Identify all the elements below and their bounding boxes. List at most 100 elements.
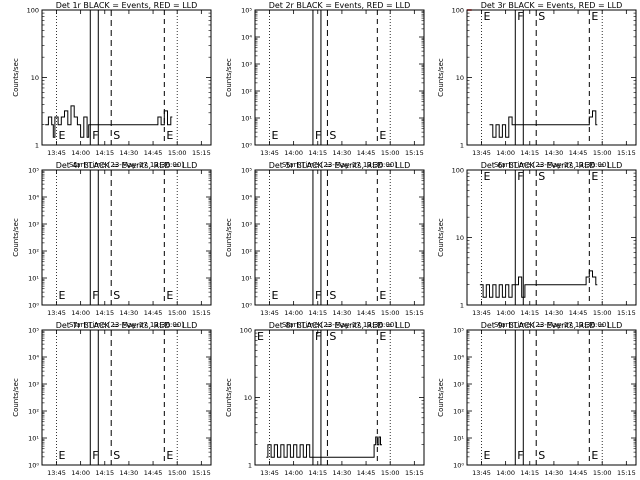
marker-label-f: F [315,330,321,343]
chart-title: Det 1r BLACK = Events, RED = LLD [56,1,198,10]
y-tick-label: 10 [31,74,39,82]
y-tick-label: 100 [452,7,464,15]
marker-label-s: S [329,330,336,343]
x-axis-label: Start Time (23-May-17 13:36:00) [282,321,397,329]
x-tick-label: 15:15 [617,309,636,317]
plot-frame [466,169,637,306]
y-tick-label: 10² [28,248,39,256]
x-tick-label: 14:45 [144,469,163,477]
chart-title: Det 7r BLACK = Events, RED = LLD [56,321,198,330]
x-tick-label: 14:30 [120,309,139,317]
chart-panel-6: Det 6r BLACK = Events, RED = LLD Counts/s… [437,161,637,329]
y-tick-label: 100 [452,167,464,175]
chart-panel-9: Det 9r BLACK = Events, RED = LLD Counts/s… [437,321,637,477]
x-tick-label: 13:45 [260,469,279,477]
chart-title: Det 4r BLACK = Events, RED = LLD [56,161,198,170]
x-tick-label: 14:15 [520,469,539,477]
marker-label-e: E [58,289,65,302]
marker-label-s: S [329,289,336,302]
y-tick-label: 10⁴ [28,194,39,202]
marker-label-e: E [379,330,386,343]
x-tick-label: 15:00 [168,149,187,157]
marker-label-s: S [538,10,545,23]
marker-label-e: E [379,129,386,142]
y-axis-label: Counts/sec [225,378,233,417]
marker-label-f: F [92,129,98,142]
x-tick-label: 14:45 [357,309,376,317]
x-tick-label: 14:00 [496,149,515,157]
chart-panel-8: Det 8r BLACK = Events, RED = LLD Counts/s… [225,321,425,477]
x-tick-label: 14:00 [71,309,90,317]
marker-label-f: F [92,289,98,302]
x-tick-label: 13:45 [260,309,279,317]
plot-frame [254,329,425,466]
y-tick-label: 10⁰ [453,462,464,470]
marker-label-e: E [257,330,264,343]
x-tick-label: 15:15 [617,469,636,477]
x-axis-label: Start Time (23-May-17 13:36:00) [494,161,609,169]
y-axis-label: Counts/sec [225,58,233,97]
x-tick-label: 15:15 [192,469,211,477]
marker-label-f: F [517,449,523,462]
x-tick-label: 14:45 [569,469,588,477]
y-tick-label: 10⁵ [453,327,464,335]
y-tick-label: 10² [241,88,252,96]
y-tick-label: 1 [460,142,464,150]
data-series-1 [266,436,382,458]
x-tick-label: 14:30 [120,469,139,477]
x-axis-label: Start Time (23-May-17 13:36:00) [69,161,184,169]
y-tick-label: 100 [27,7,39,15]
x-tick-label: 13:45 [47,469,66,477]
plot-frame [41,9,212,146]
marker-label-e: E [58,129,65,142]
chart-panel-2: Det 2r BLACK = Events, RED = LLD Counts/s… [225,1,425,169]
marker-label-e: E [379,289,386,302]
x-tick-label: 15:00 [168,469,187,477]
chart-title: Det 9r BLACK = Events, RED = LLD [481,321,623,330]
y-tick-label: 10⁵ [241,167,252,175]
x-tick-label: 15:15 [405,469,424,477]
marker-label-f: F [92,449,98,462]
marker-label-e: E [271,289,278,302]
x-tick-label: 14:15 [308,309,327,317]
marker-label-s: S [538,449,545,462]
data-series-1 [45,105,173,138]
y-tick-label: 10¹ [241,275,252,283]
x-tick-label: 14:00 [284,309,303,317]
y-tick-label: 10¹ [28,275,39,283]
y-axis-label: Counts/sec [12,378,20,417]
marker-label-f: F [315,289,321,302]
x-tick-label: 15:00 [168,309,187,317]
marker-label-e: E [166,129,173,142]
chart-panel-7: Det 7r BLACK = Events, RED = LLD Counts/s… [12,321,212,477]
x-tick-label: 14:30 [545,309,564,317]
x-tick-label: 15:15 [405,149,424,157]
y-tick-label: 10² [453,408,464,416]
y-tick-label: 10⁴ [241,34,252,42]
marker-label-s: S [538,170,545,183]
x-tick-label: 15:00 [381,149,400,157]
x-tick-label: 14:45 [144,149,163,157]
y-tick-label: 10⁴ [241,194,252,202]
y-tick-label: 10³ [241,61,252,69]
x-tick-label: 14:45 [569,309,588,317]
x-tick-label: 13:45 [47,149,66,157]
marker-label-e: E [271,129,278,142]
x-tick-label: 14:45 [144,309,163,317]
plot-frame [41,329,212,466]
y-tick-label: 10 [244,394,252,402]
plot-frame [466,329,637,466]
x-tick-label: 14:30 [333,309,352,317]
data-series-1 [489,110,598,138]
y-tick-label: 10⁵ [28,327,39,335]
x-tick-label: 15:00 [593,469,612,477]
chart-title: Det 6r BLACK = Events, RED = LLD [481,161,623,170]
y-tick-label: 10³ [28,381,39,389]
x-tick-label: 14:30 [545,149,564,157]
x-tick-label: 14:30 [333,469,352,477]
x-tick-label: 13:45 [47,309,66,317]
y-tick-label: 10⁰ [28,302,39,310]
x-tick-label: 14:45 [357,469,376,477]
x-tick-label: 14:30 [545,469,564,477]
